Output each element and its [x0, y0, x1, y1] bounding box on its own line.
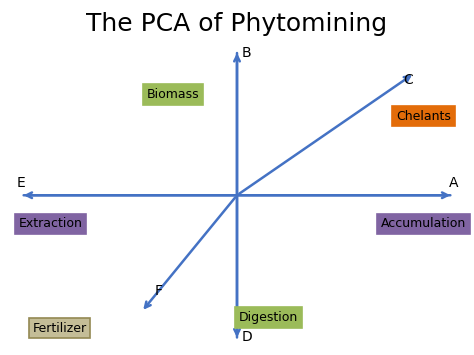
Text: B: B: [242, 46, 252, 60]
Text: Digestion: Digestion: [239, 311, 299, 324]
Text: The PCA of Phytomining: The PCA of Phytomining: [86, 12, 388, 37]
Text: E: E: [16, 176, 25, 190]
Text: Extraction: Extraction: [18, 218, 82, 230]
Text: Fertilizer: Fertilizer: [33, 322, 87, 335]
Text: Chelants: Chelants: [396, 110, 451, 123]
Text: F: F: [155, 284, 163, 297]
Text: Biomass: Biomass: [147, 88, 200, 101]
Text: D: D: [242, 330, 253, 344]
Text: A: A: [448, 176, 458, 190]
Text: Accumulation: Accumulation: [381, 218, 466, 230]
Text: C: C: [403, 73, 413, 87]
